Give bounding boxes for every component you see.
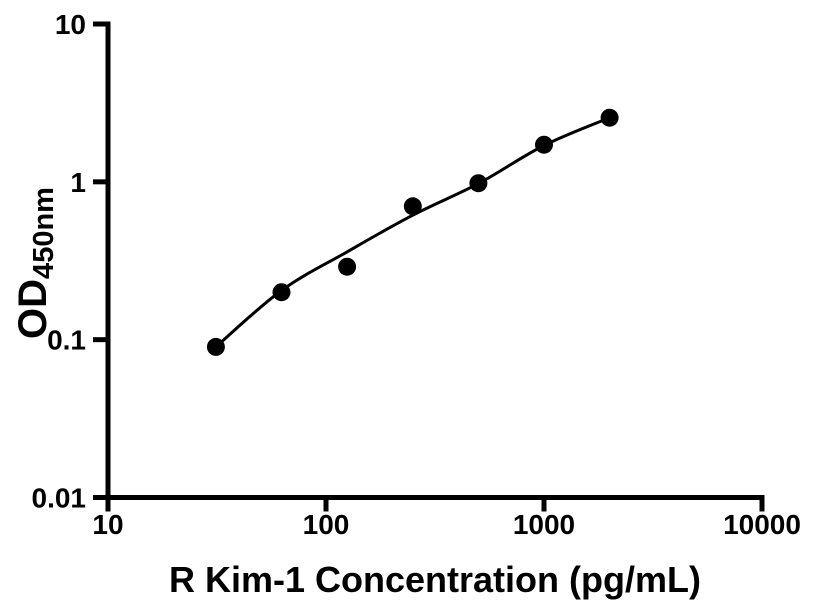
x-tick-label: 100 <box>303 509 350 540</box>
x-tick-label: 10000 <box>723 509 801 540</box>
data-point <box>535 135 553 154</box>
y-tick-label: 0.01 <box>32 483 87 514</box>
x-tick-label: 10 <box>92 509 123 540</box>
x-tick-label: 1000 <box>513 509 575 540</box>
data-point <box>272 283 291 302</box>
axes-spine <box>105 21 765 500</box>
y-axis-title-subscript: 450nm <box>28 187 60 279</box>
y-axis-title: OD450nm <box>11 187 60 339</box>
data-point <box>600 108 619 127</box>
data-point <box>469 174 488 193</box>
data-point <box>338 257 357 276</box>
y-tick-label: 0.1 <box>47 325 86 356</box>
data-point <box>403 197 422 216</box>
y-tick-label: 10 <box>55 9 86 40</box>
y-axis-title-main: OD <box>11 279 55 339</box>
x-axis-title: R Kim-1 Concentration (pg/mL) <box>169 559 701 600</box>
fit-curve-line <box>214 116 611 349</box>
y-tick-label: 1 <box>70 167 86 198</box>
data-point <box>206 337 225 356</box>
